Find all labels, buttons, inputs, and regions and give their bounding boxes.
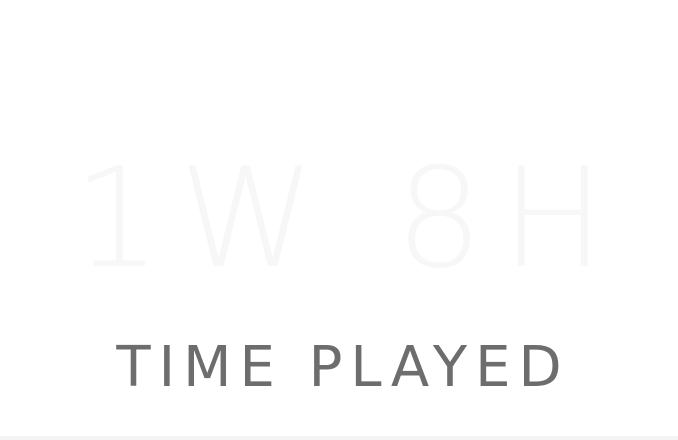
- time-played-label: TIME PLAYED: [116, 335, 570, 400]
- time-played-value: 1W 8H: [73, 138, 623, 299]
- bottom-divider: [0, 436, 678, 440]
